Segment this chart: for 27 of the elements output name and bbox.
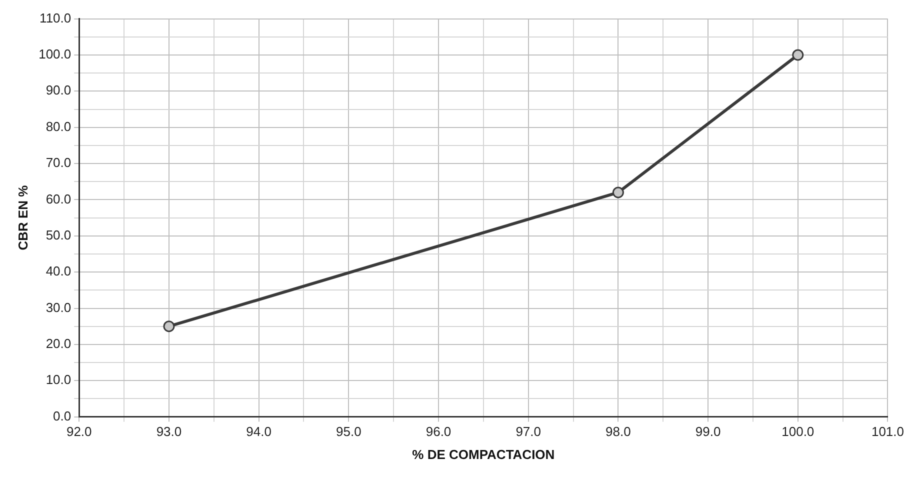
x-tick-label: 93.0	[156, 424, 182, 440]
y-tick-label: 30.0	[46, 300, 72, 315]
y-tick-label: 40.0	[46, 264, 72, 279]
x-tick-label: 92.0	[66, 424, 92, 440]
x-tick-label: 94.0	[246, 424, 272, 440]
y-axis-title: CBR EN %	[15, 184, 30, 250]
x-tick-label: 97.0	[516, 424, 542, 440]
y-tick-label: 10.0	[46, 372, 72, 388]
point	[612, 186, 624, 198]
y-tick-label: 110.0	[40, 10, 72, 26]
x-tick-label: 96.0	[426, 424, 452, 440]
x-tick-label: 101.0	[871, 424, 904, 440]
y-tick-label: 0.0	[53, 408, 72, 424]
point	[163, 320, 175, 332]
x-tick-label: 98.0	[606, 424, 631, 440]
y-tick-label: 80.0	[46, 118, 72, 134]
y-tick-label: 90.0	[46, 82, 72, 98]
y-tick-label: 60.0	[46, 191, 72, 206]
point	[792, 49, 804, 61]
y-tick-label: 50.0	[46, 227, 72, 242]
y-tick-label: 70.0	[46, 155, 72, 170]
x-tick-label: 95.0	[336, 424, 362, 440]
y-tick-label: 20.0	[46, 336, 72, 352]
x-tick-label: 99.0	[695, 424, 721, 440]
x-axis-title: % DE COMPACTACION	[412, 446, 555, 462]
y-tick-label: 100.0	[38, 46, 72, 62]
x-tick-label: 100.0	[782, 424, 814, 440]
